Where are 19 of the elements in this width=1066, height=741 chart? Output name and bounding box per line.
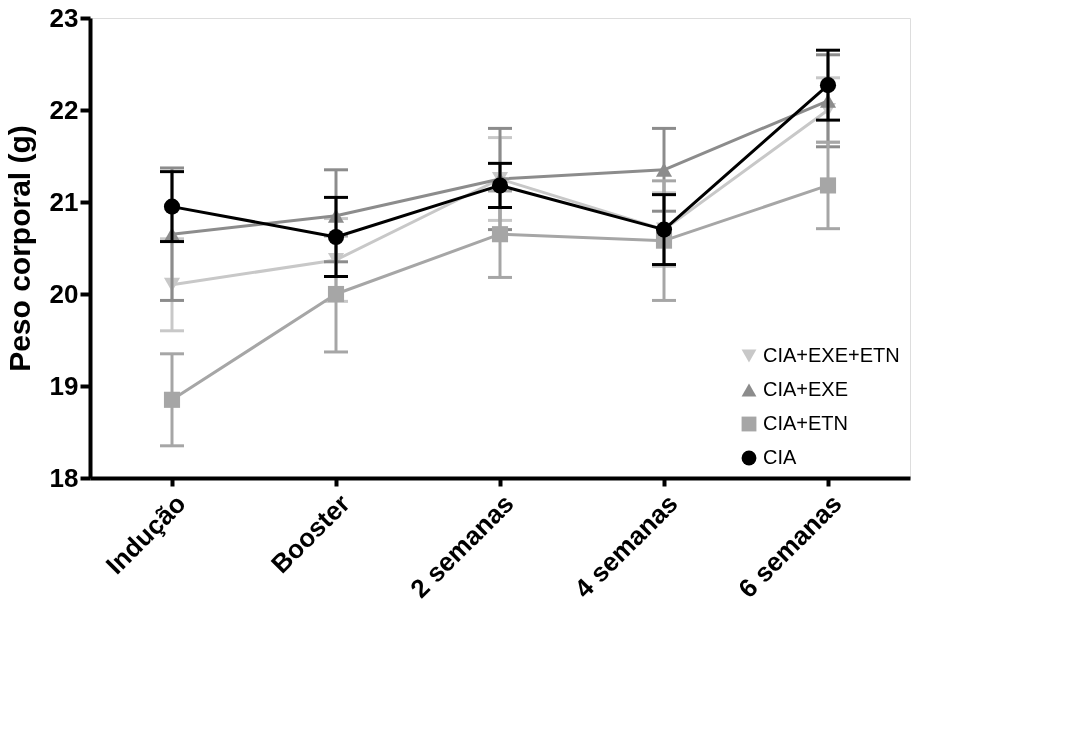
y-axis-title: Peso corporal (g) xyxy=(2,125,36,372)
point xyxy=(327,228,345,246)
legend-label: CIA+EXE+ETN xyxy=(763,344,900,366)
point xyxy=(163,198,181,215)
y-tick-label: 18 xyxy=(49,462,79,493)
point xyxy=(163,391,181,408)
legend-label: CIA+ETN xyxy=(763,412,849,434)
point xyxy=(491,177,509,194)
y-tick-label: 22 xyxy=(49,94,79,125)
y-tick-label: 23 xyxy=(49,2,79,33)
legend-label: CIA xyxy=(763,446,797,468)
legend-label: CIA+EXE xyxy=(763,378,849,400)
y-tick-label: 20 xyxy=(49,278,79,309)
point xyxy=(491,226,509,243)
point xyxy=(819,177,837,194)
point xyxy=(819,77,837,94)
point xyxy=(327,285,345,303)
y-tick-label: 21 xyxy=(49,186,79,217)
y-tick-label: 19 xyxy=(49,370,79,401)
